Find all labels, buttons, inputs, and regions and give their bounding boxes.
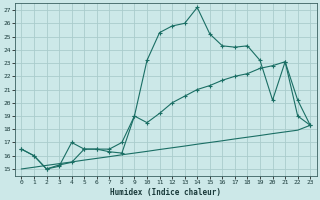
X-axis label: Humidex (Indice chaleur): Humidex (Indice chaleur) — [110, 188, 221, 197]
